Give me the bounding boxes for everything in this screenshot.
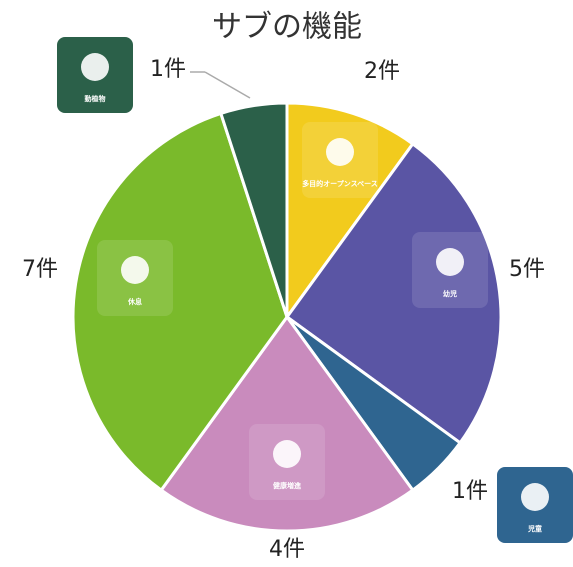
- icon-figure: [326, 138, 354, 166]
- value-label: 4件: [269, 537, 305, 562]
- category-label: 動植物: [85, 94, 106, 103]
- pie-slice: [218, 101, 289, 318]
- icon-figure: [121, 256, 149, 284]
- value-label: 2件: [364, 59, 400, 84]
- icon-figure: [273, 440, 301, 468]
- value-label: 5件: [509, 257, 545, 282]
- category-label: 休息: [127, 297, 142, 306]
- icon-figure: [436, 248, 464, 276]
- category-label: 児童: [527, 524, 542, 533]
- chart-title: サブの機能: [212, 10, 362, 45]
- pie-slice: [159, 314, 415, 533]
- value-label: 1件: [150, 57, 186, 82]
- category-label: 健康増進: [273, 481, 301, 490]
- icon-figure: [81, 53, 109, 81]
- icon-figure: [521, 483, 549, 511]
- pie-slice: [71, 111, 289, 493]
- category-label: 幼児: [443, 289, 457, 298]
- value-label: 1件: [452, 479, 488, 504]
- category-label: 多目的オープンスペース: [302, 179, 378, 188]
- value-label: 7件: [22, 257, 58, 282]
- pie-slice: [285, 101, 415, 322]
- pie-slice: [284, 141, 503, 445]
- leader-line: [204, 71, 251, 99]
